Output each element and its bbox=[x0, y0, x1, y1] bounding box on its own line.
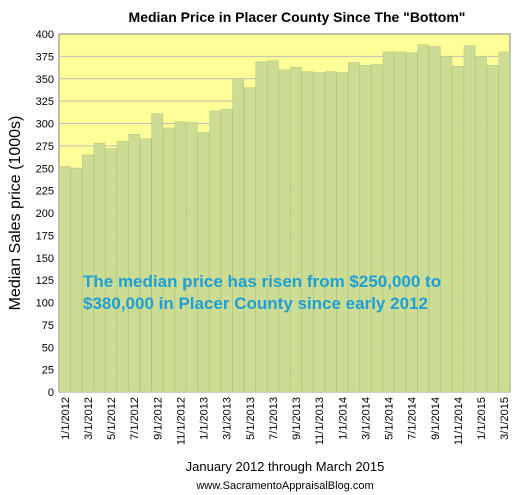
x-tick-label: 5/1/2013 bbox=[245, 397, 257, 440]
source-credit: www.SacramentoAppraisalBlog.com bbox=[195, 480, 373, 492]
bar bbox=[417, 44, 430, 393]
bar bbox=[255, 61, 268, 393]
x-tick-label: 7/1/2013 bbox=[268, 397, 280, 440]
y-tick-label: 150 bbox=[36, 253, 54, 265]
x-axis-ticks: 1/1/2012 3/1/2012 5/1/2012 7/1/2012 9/1/2012… bbox=[60, 397, 511, 445]
y-tick-label: 250 bbox=[36, 163, 54, 175]
x-tick-label: 3/1/2013 bbox=[222, 397, 234, 440]
annotation-line-1: The median price has risen from $250,000… bbox=[83, 272, 441, 291]
y-tick-label: 125 bbox=[36, 275, 54, 287]
x-tick-label: 9/1/2012 bbox=[152, 397, 164, 440]
x-tick-label: 1/1/2015 bbox=[476, 397, 488, 440]
bar bbox=[186, 122, 198, 393]
bar bbox=[371, 64, 383, 393]
x-tick-label: 3/1/2015 bbox=[499, 397, 511, 440]
y-tick-label: 375 bbox=[36, 51, 54, 63]
bar bbox=[220, 108, 233, 393]
y-tick-label: 25 bbox=[42, 365, 54, 377]
y-tick-label: 175 bbox=[36, 230, 54, 242]
x-tick-label: 9/1/2013 bbox=[291, 397, 303, 440]
bar bbox=[324, 71, 337, 393]
x-tick-label: 11/1/2012 bbox=[175, 397, 187, 445]
bar bbox=[440, 56, 453, 393]
x-tick-label: 1/1/2014 bbox=[337, 397, 349, 440]
annotation-line-2: $380,000 in Placer County since early 20… bbox=[83, 294, 428, 313]
bar bbox=[405, 52, 418, 393]
x-tick-label: 5/1/2012 bbox=[106, 397, 118, 440]
bar bbox=[105, 148, 117, 393]
y-tick-label: 300 bbox=[36, 119, 54, 131]
x-tick-label: 7/1/2014 bbox=[407, 397, 419, 440]
bars bbox=[58, 44, 511, 393]
x-tick-label: 11/1/2013 bbox=[314, 397, 326, 445]
x-tick-label: 3/1/2012 bbox=[83, 397, 95, 440]
bar bbox=[244, 87, 256, 393]
y-axis-label: Median Sales price (1000s) bbox=[7, 116, 24, 311]
y-tick-label: 275 bbox=[36, 141, 54, 153]
bar bbox=[463, 45, 476, 393]
y-tick-label: 400 bbox=[36, 29, 54, 41]
bar bbox=[70, 168, 83, 393]
bar bbox=[382, 51, 395, 393]
x-tick-label: 5/1/2014 bbox=[384, 397, 396, 440]
bar bbox=[82, 154, 94, 393]
y-tick-label: 200 bbox=[36, 208, 54, 220]
y-tick-label: 0 bbox=[48, 387, 54, 399]
y-tick-label: 225 bbox=[36, 186, 54, 198]
bar bbox=[301, 71, 314, 393]
bar bbox=[429, 46, 441, 393]
y-axis-ticks: 0 25 50 75 100 125 150 175 200 225 250 275 300 325 350… bbox=[36, 29, 54, 399]
bar bbox=[278, 69, 291, 393]
bar bbox=[174, 121, 187, 393]
bar bbox=[498, 51, 511, 393]
y-tick-label: 100 bbox=[36, 298, 54, 310]
bar bbox=[116, 141, 129, 393]
bar bbox=[486, 65, 499, 393]
bar bbox=[128, 133, 140, 393]
chart-title: Median Price in Placer County Since The … bbox=[129, 9, 466, 25]
bar bbox=[58, 166, 71, 393]
x-tick-label: 1/1/2012 bbox=[60, 397, 72, 440]
bar bbox=[348, 62, 360, 393]
x-tick-label: 3/1/2014 bbox=[360, 397, 372, 440]
bar bbox=[232, 78, 245, 393]
x-tick-label: 1/1/2013 bbox=[199, 397, 211, 440]
x-tick-label: 7/1/2012 bbox=[129, 397, 141, 440]
bar bbox=[267, 60, 279, 393]
y-tick-label: 350 bbox=[36, 74, 54, 86]
y-tick-label: 325 bbox=[36, 96, 54, 108]
x-tick-label: 9/1/2014 bbox=[430, 397, 442, 440]
bar bbox=[290, 66, 302, 393]
bar bbox=[93, 142, 106, 393]
bar bbox=[139, 138, 152, 393]
bar bbox=[359, 65, 372, 393]
bar bbox=[151, 113, 164, 393]
x-axis-label: January 2012 through March 2015 bbox=[186, 459, 385, 474]
x-tick-label: 11/1/2014 bbox=[453, 397, 465, 445]
bar bbox=[163, 127, 175, 393]
bar bbox=[197, 132, 210, 393]
y-tick-label: 50 bbox=[42, 342, 54, 354]
bar bbox=[475, 56, 487, 393]
bar bbox=[394, 51, 406, 393]
bar bbox=[452, 65, 464, 393]
bar bbox=[209, 110, 221, 393]
bar bbox=[313, 72, 325, 393]
y-tick-label: 75 bbox=[42, 320, 54, 332]
bar bbox=[336, 72, 349, 393]
